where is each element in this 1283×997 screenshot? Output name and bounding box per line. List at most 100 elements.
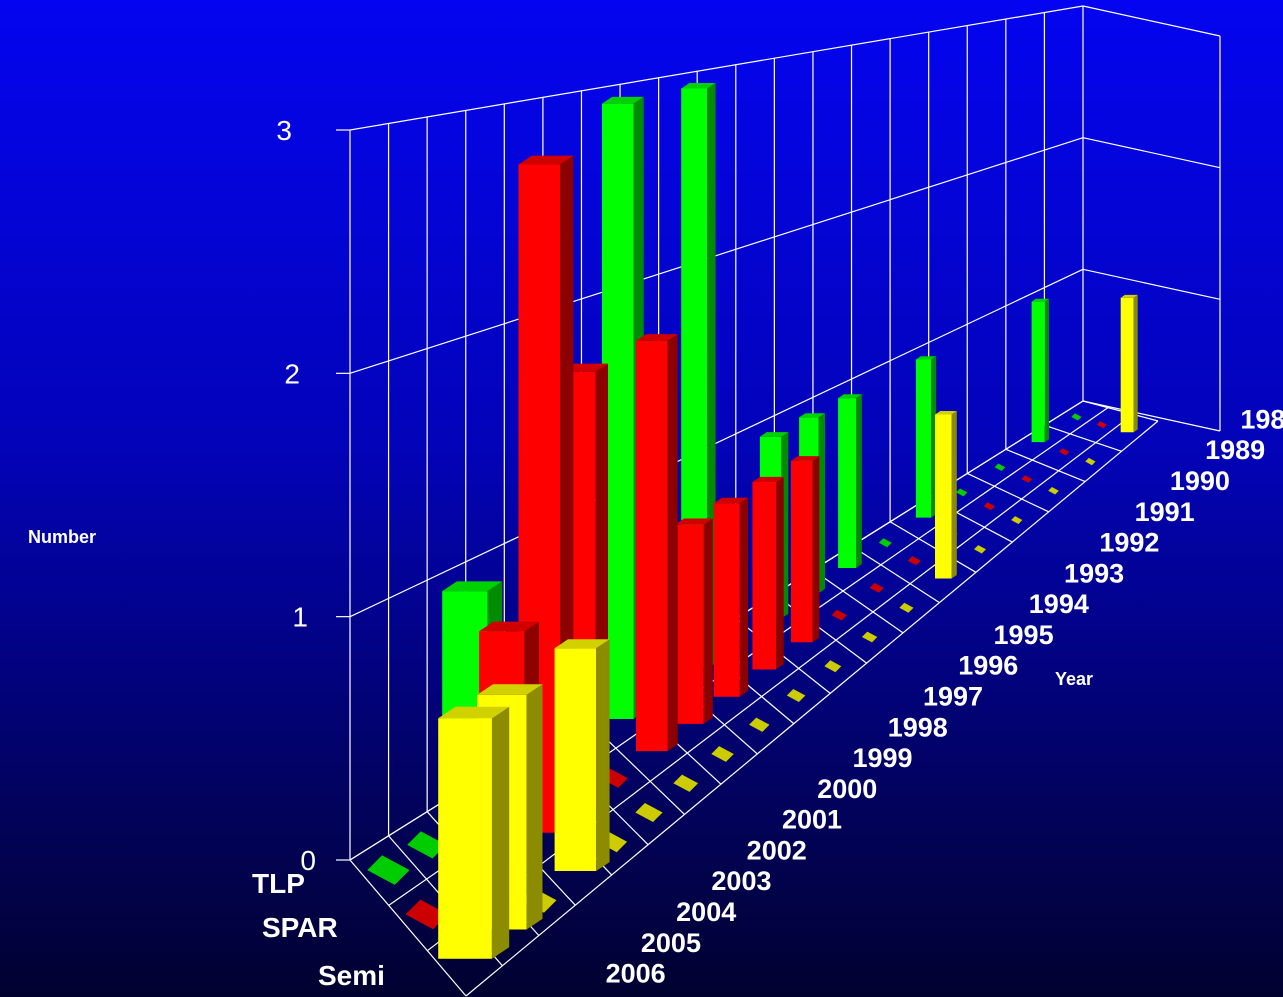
floor-tile-semi-1989 [1085,457,1096,466]
floor-line-year [967,472,1049,513]
bar-semi-1993 [935,411,957,579]
bar-spar-1999 [674,518,713,724]
bar-face-side [739,497,749,697]
floor-line-year [1082,400,1159,422]
x-tick-label: 1988 [1240,404,1283,434]
x-tick-label: 2003 [711,866,771,896]
x-tick-label: 1989 [1205,435,1265,465]
bar-face-top [479,621,539,632]
bar-face-side [1133,294,1138,433]
bar-face-front [1120,297,1134,433]
bar-face-front [1031,301,1045,443]
floor-tile-spar-1994 [869,582,884,593]
bar-face-top [759,432,789,437]
x-tick-label: 1991 [1135,497,1195,527]
floor-line-year [1044,424,1122,452]
bar-face-side [491,706,510,959]
z-tick-label: 3 [276,115,292,146]
bar-face-front [602,103,634,720]
bar-face-top [674,518,713,525]
floor-tile-semi-1997 [786,689,806,702]
floor-tile-spar-1990 [1021,475,1033,483]
floor-line-year [774,593,867,664]
floor-line-year [349,859,467,997]
series-label-tlp: TLP [252,868,305,899]
bar-face-top [438,706,510,719]
grid-line-side [1082,268,1221,300]
bar-face-top [1120,294,1138,298]
bar-face-front [438,718,492,959]
bar-face-top [799,413,825,418]
series-label-spar: SPAR [262,912,338,943]
floor-tile-spar-2006 [405,899,448,930]
bar-face-top [518,155,574,165]
z-axis-title: Number [28,527,96,547]
bar-face-front [636,340,668,752]
bar-face-top [752,476,784,482]
x-tick-label: 1995 [994,620,1054,650]
grid-line-side [1082,137,1221,169]
x-tick-label: 1994 [1029,589,1089,619]
floor-tile-semi-1995 [861,631,878,643]
bar-tlp-1994 [838,394,862,568]
bar-face-side [951,411,957,579]
x-tick-label: 2002 [747,835,807,865]
bar-face-side [818,413,825,594]
bar-face-front [674,524,704,724]
grid-line-side [1082,400,1221,432]
floor-tile-tlp-1990 [994,463,1006,471]
bar-face-top [838,394,862,399]
floor-tile-spar-1991 [983,502,995,511]
bar-face-top [681,83,716,89]
bar-face-top [1031,298,1049,302]
bar-face-top [935,411,957,415]
bar-face-side [703,518,713,724]
bar-face-top [713,497,749,504]
grid-line-horizontal [349,5,1084,131]
bar-face-side [812,456,820,643]
chart-bars [438,83,1138,959]
floor-line-year [1005,448,1086,483]
x-tick-label: 2006 [606,959,666,989]
floor-line-series [465,420,1159,997]
floor-tile-tlp-1993 [878,538,892,548]
bar-face-side [856,394,862,568]
floor-tile-tlp-2005 [407,831,447,859]
bar-face-top [636,334,678,341]
bar-face-front [791,460,813,643]
bar-spar-2000 [636,334,678,752]
x-tick-label: 1998 [888,712,948,742]
bar-face-top [554,639,610,649]
x-axis-title: Year [1055,669,1093,689]
bar-semi-2003 [554,639,610,871]
floor-line-year [889,521,977,573]
floor-tile-semi-1999 [711,746,734,762]
floor-tile-semi-1992 [974,545,986,554]
x-tick-label: 1999 [852,743,912,773]
z-tick-label: 2 [284,358,300,389]
floor-line-year [812,569,904,634]
floor-tile-spar-1993 [907,556,921,566]
bar-face-side [776,476,784,670]
floor-tile-spar-1995 [831,609,847,621]
series-label-semi: Semi [318,960,385,991]
bar-face-front [554,648,597,871]
floor-tile-spar-1989 [1059,448,1070,456]
grid-line-horizontal [349,268,1084,618]
bar-face-front [935,414,952,579]
bar-spar-1997 [752,476,784,670]
x-tick-label: 1993 [1064,558,1124,588]
floor-tile-semi-1998 [749,717,770,732]
bar-face-side [526,684,543,930]
x-tick-label: 2001 [782,805,842,835]
floor-tile-tlp-2006 [367,855,410,885]
floor-tile-semi-1994 [899,602,914,613]
z-tick-label: 1 [292,602,308,633]
bar-face-side [596,639,610,871]
bar-face-front [752,482,777,670]
floor-tile-semi-2001 [635,803,663,822]
x-tick-label: 1997 [923,682,983,712]
bar-face-top [442,581,503,592]
bar-face-top [791,456,820,461]
